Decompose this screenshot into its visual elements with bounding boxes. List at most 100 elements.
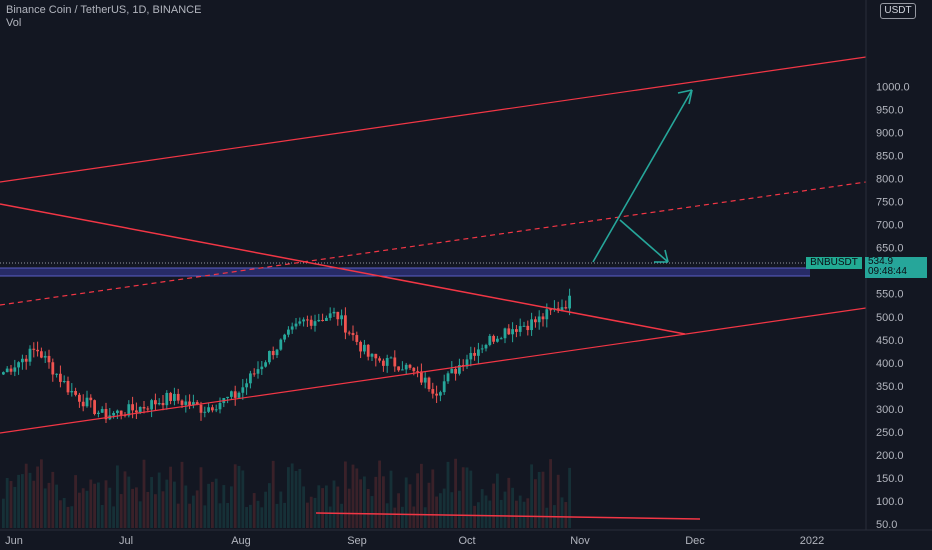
price-tick-label: 300.0 bbox=[876, 404, 904, 416]
volume-bar bbox=[180, 461, 184, 528]
candle-body bbox=[268, 351, 271, 363]
candle-body bbox=[416, 371, 419, 373]
volume-bar bbox=[150, 477, 153, 528]
volume-bar bbox=[249, 504, 252, 528]
channel-upper-line[interactable] bbox=[0, 56, 867, 183]
candle-body bbox=[24, 358, 28, 362]
candle-body bbox=[55, 373, 58, 375]
volume-bar bbox=[119, 494, 123, 528]
pullback-projection-arrow[interactable] bbox=[619, 219, 669, 263]
last-price-badge: 534.9 09:48:44 bbox=[865, 257, 927, 278]
volume-bar bbox=[378, 460, 381, 528]
candle-body bbox=[385, 358, 389, 366]
volume-bar bbox=[199, 467, 203, 528]
volume-bar bbox=[89, 479, 93, 528]
volume-bar bbox=[36, 466, 39, 528]
candle-body bbox=[195, 402, 199, 405]
candle-body bbox=[420, 371, 423, 383]
volume-bar bbox=[55, 484, 58, 528]
candle-body bbox=[397, 366, 400, 371]
descending-trendline[interactable] bbox=[0, 203, 686, 335]
candle-body bbox=[211, 407, 214, 411]
candle-body bbox=[488, 335, 492, 345]
last-price-value: 534.9 bbox=[868, 256, 894, 267]
candle-body bbox=[256, 369, 260, 374]
volume-bar bbox=[397, 493, 400, 528]
volume-bar bbox=[78, 492, 81, 528]
candle-body bbox=[165, 392, 169, 406]
candle-body bbox=[135, 410, 138, 413]
volume-bar bbox=[416, 473, 419, 528]
volume-bar bbox=[374, 476, 378, 528]
volume-bar bbox=[138, 501, 142, 528]
candle-body bbox=[62, 380, 66, 382]
volume-divergence-line[interactable] bbox=[315, 512, 701, 520]
volume-bar bbox=[203, 505, 207, 528]
volume-bar bbox=[446, 461, 450, 528]
volume-bar bbox=[135, 487, 138, 528]
candle-body bbox=[279, 339, 283, 350]
volume-bar bbox=[461, 467, 465, 528]
volume-bar bbox=[9, 481, 13, 528]
candle-body bbox=[32, 348, 36, 350]
channel-mid-line[interactable] bbox=[0, 181, 867, 306]
volume-bar bbox=[59, 500, 62, 528]
candle-body bbox=[78, 394, 81, 402]
volume-bar bbox=[549, 459, 552, 528]
volume-bar bbox=[294, 471, 298, 528]
price-axis[interactable]: 1000.0 950.0 900.0 850.0 800.0 750.0 700.0 650.… bbox=[876, 82, 910, 531]
candle-body bbox=[233, 391, 237, 398]
channel-lower-line[interactable] bbox=[0, 307, 867, 434]
time-axis[interactable]: Jun Jul Aug Sep Oct Nov Dec 2022 bbox=[5, 535, 824, 547]
candle-body bbox=[537, 316, 541, 323]
candle-body bbox=[89, 397, 93, 401]
volume-indicator-label[interactable]: Vol bbox=[6, 17, 22, 29]
currency-button[interactable]: USDT bbox=[880, 3, 916, 19]
bullish-projection-arrow[interactable] bbox=[592, 89, 693, 263]
candle-body bbox=[81, 401, 85, 407]
volume-bar bbox=[268, 483, 271, 528]
candle-body bbox=[173, 393, 176, 401]
price-tick-label: 100.0 bbox=[876, 496, 904, 508]
volume-bar bbox=[336, 486, 340, 528]
candle-body bbox=[423, 377, 427, 383]
price-tick-label: 450.0 bbox=[876, 335, 904, 347]
candle-body bbox=[104, 409, 108, 420]
volume-bar bbox=[47, 482, 51, 528]
candle-body bbox=[355, 335, 359, 342]
candle-body bbox=[511, 329, 514, 335]
volume-bar bbox=[488, 500, 492, 528]
candle-body bbox=[36, 349, 39, 352]
candle-body bbox=[522, 325, 526, 327]
volume-bar bbox=[340, 503, 343, 528]
candle-body bbox=[199, 404, 203, 413]
candle-body bbox=[9, 368, 13, 372]
price-tick-label: 950.0 bbox=[876, 105, 904, 117]
candle-body bbox=[214, 409, 218, 411]
candle-body bbox=[412, 367, 416, 372]
volume-bar bbox=[24, 463, 28, 528]
candle-body bbox=[169, 392, 172, 401]
volume-bar bbox=[507, 477, 511, 528]
volume-bar bbox=[66, 506, 70, 528]
candle-body bbox=[317, 319, 321, 322]
volume-bar bbox=[560, 497, 564, 528]
volume-bar bbox=[287, 467, 290, 528]
volume-bar bbox=[283, 502, 286, 528]
volume-bar bbox=[526, 498, 530, 528]
volume-bar bbox=[344, 461, 347, 528]
volume-bar bbox=[366, 488, 370, 528]
candle-body bbox=[526, 325, 530, 331]
volume-bar bbox=[298, 468, 302, 528]
candle-body bbox=[507, 328, 511, 335]
volume-bar bbox=[404, 477, 408, 528]
volume-bar bbox=[161, 491, 165, 528]
candle-body bbox=[290, 326, 294, 330]
volume-bar bbox=[165, 479, 169, 528]
candle-body bbox=[450, 368, 454, 374]
candle-body bbox=[226, 396, 229, 398]
volume-bar bbox=[328, 506, 332, 528]
price-tick-label: 850.0 bbox=[876, 151, 904, 163]
time-tick-label: Jul bbox=[119, 535, 133, 547]
